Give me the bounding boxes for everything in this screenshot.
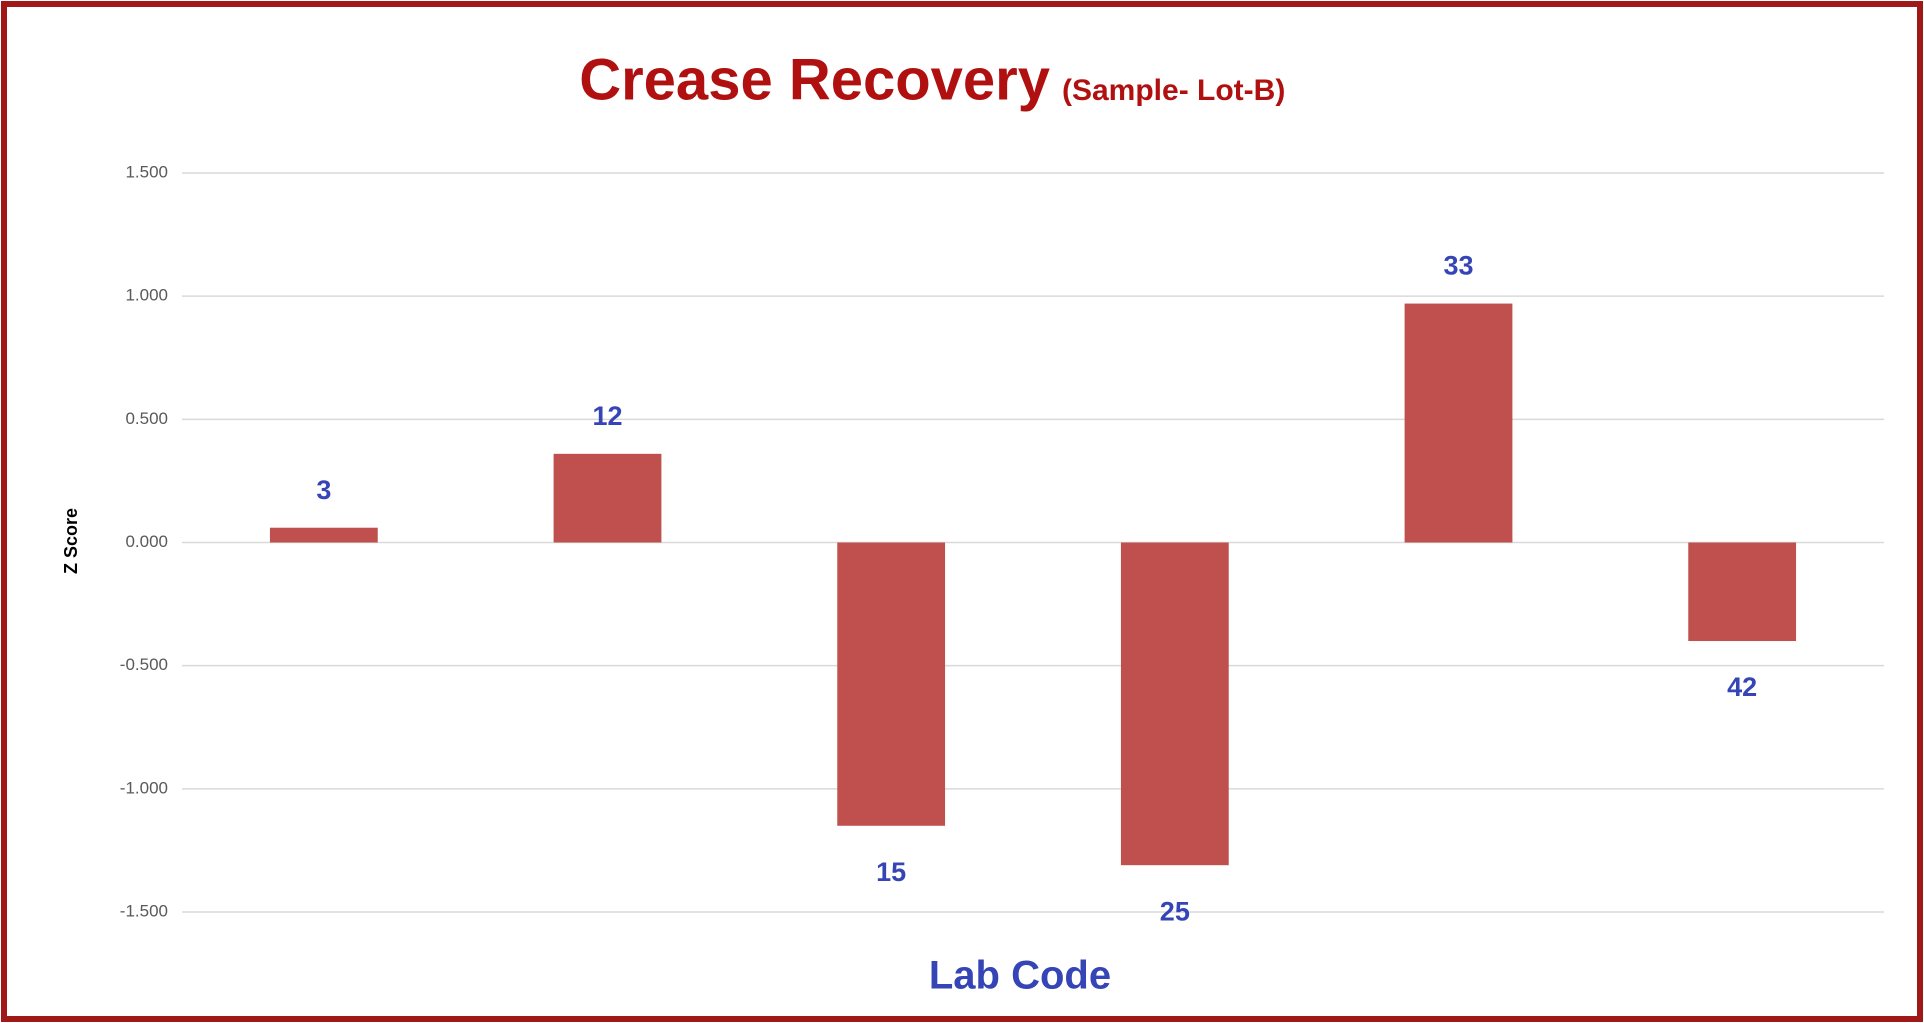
y-tick-label: 1.500 bbox=[125, 162, 168, 181]
y-tick-label: 1.000 bbox=[125, 286, 168, 305]
bar bbox=[1688, 542, 1797, 642]
category-label: 42 bbox=[1727, 672, 1757, 702]
category-label: 15 bbox=[876, 857, 906, 887]
y-tick-label: -1.000 bbox=[120, 778, 168, 797]
chart-title: Crease Recovery bbox=[579, 47, 1050, 112]
chart-subtitle: (Sample- Lot-B) bbox=[1062, 74, 1285, 107]
y-tick-label: 0.000 bbox=[125, 532, 168, 551]
x-axis-label: Lab Code bbox=[929, 954, 1111, 998]
y-axis-label: Z Score bbox=[61, 508, 81, 574]
bar bbox=[269, 527, 378, 543]
category-label: 25 bbox=[1160, 896, 1190, 926]
bar bbox=[837, 542, 946, 826]
bar bbox=[1120, 542, 1229, 866]
bar bbox=[1404, 303, 1513, 543]
category-label: 33 bbox=[1443, 251, 1473, 281]
category-label: 12 bbox=[592, 401, 622, 431]
y-tick-label: -0.500 bbox=[120, 655, 168, 674]
category-label: 3 bbox=[316, 475, 331, 505]
y-tick-label: -1.500 bbox=[120, 901, 168, 920]
bar bbox=[553, 453, 662, 543]
y-tick-label: 0.500 bbox=[125, 409, 168, 428]
